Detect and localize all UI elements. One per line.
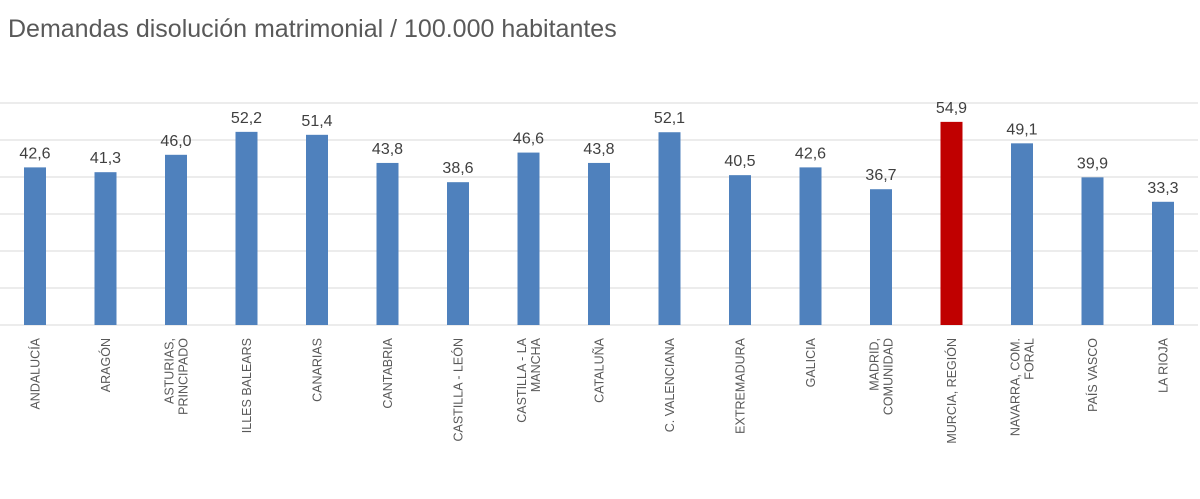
bar [588,162,610,325]
category-label: MADRID, [868,338,882,391]
category-label: PRINCIPADO [177,338,191,415]
bar [940,121,963,326]
bars [24,121,1174,326]
data-label: 42,6 [19,145,50,162]
category-label: CATALUÑA [593,337,607,402]
data-label: 43,8 [583,141,614,158]
data-labels: 42,6 41,3 46,0 52,2 51,4 43,8 38,6 46,6 43,8 52,1… [19,100,1178,197]
data-label: 52,1 [654,110,685,127]
bar [165,154,187,325]
category-label: MURCIA, REGIÓN [944,338,959,444]
category-label: LA RIOJA [1157,337,1171,393]
bar [24,167,46,325]
category-label: ASTURIAS, [163,338,177,404]
data-label: 38,6 [442,160,473,177]
category-label: C. VALENCIANA [663,337,677,432]
category-label: CANARIAS [311,338,325,402]
bar [1152,201,1174,325]
bar [235,131,258,325]
chart-title: Demandas disolución matrimonial / 100.00… [8,15,617,43]
category-label: CASTILLA - LEÓN [451,338,466,442]
category-label: FORAL [1023,338,1037,380]
data-label: 36,7 [865,167,896,184]
bar [94,172,117,325]
bar [799,167,822,325]
category-labels: ANDALUCÍA ARAGÓN ASTURIAS, PRINCIPADO ILLES … [28,337,1171,443]
bar [1081,177,1104,325]
bar [517,152,540,325]
bar [447,182,469,325]
category-label: ARAGÓN [98,338,113,392]
bar [870,189,892,325]
category-label: ILLES BALEARS [240,338,254,433]
data-label: 54,9 [936,100,967,117]
bar [376,162,399,325]
category-label: PAÍS VASCO [1085,338,1100,412]
data-label: 43,8 [372,141,403,158]
data-label: 40,5 [724,153,755,170]
category-label: ANDALUCÍA [28,337,43,409]
category-label: COMUNIDAD [882,338,896,415]
category-label: CANTABRIA [381,337,395,408]
data-label: 33,3 [1147,180,1178,197]
data-label: 42,6 [795,145,826,162]
data-label: 46,0 [160,133,191,150]
category-label: EXTREMADURA [734,337,748,434]
data-label: 51,4 [301,113,332,130]
bar [658,132,681,325]
category-label: NAVARRA, COM. [1009,338,1023,436]
data-label: 46,6 [513,131,544,148]
category-label: CASTILLA - LA [515,337,529,422]
category-label: MANCHA [529,337,543,392]
category-label: GALICIA [804,337,818,387]
data-label: 52,2 [231,110,262,127]
data-label: 39,9 [1077,155,1108,172]
bar [1011,143,1033,325]
data-label: 41,3 [90,150,121,167]
bar [306,134,328,325]
bar [729,175,751,325]
data-label: 49,1 [1006,121,1037,138]
